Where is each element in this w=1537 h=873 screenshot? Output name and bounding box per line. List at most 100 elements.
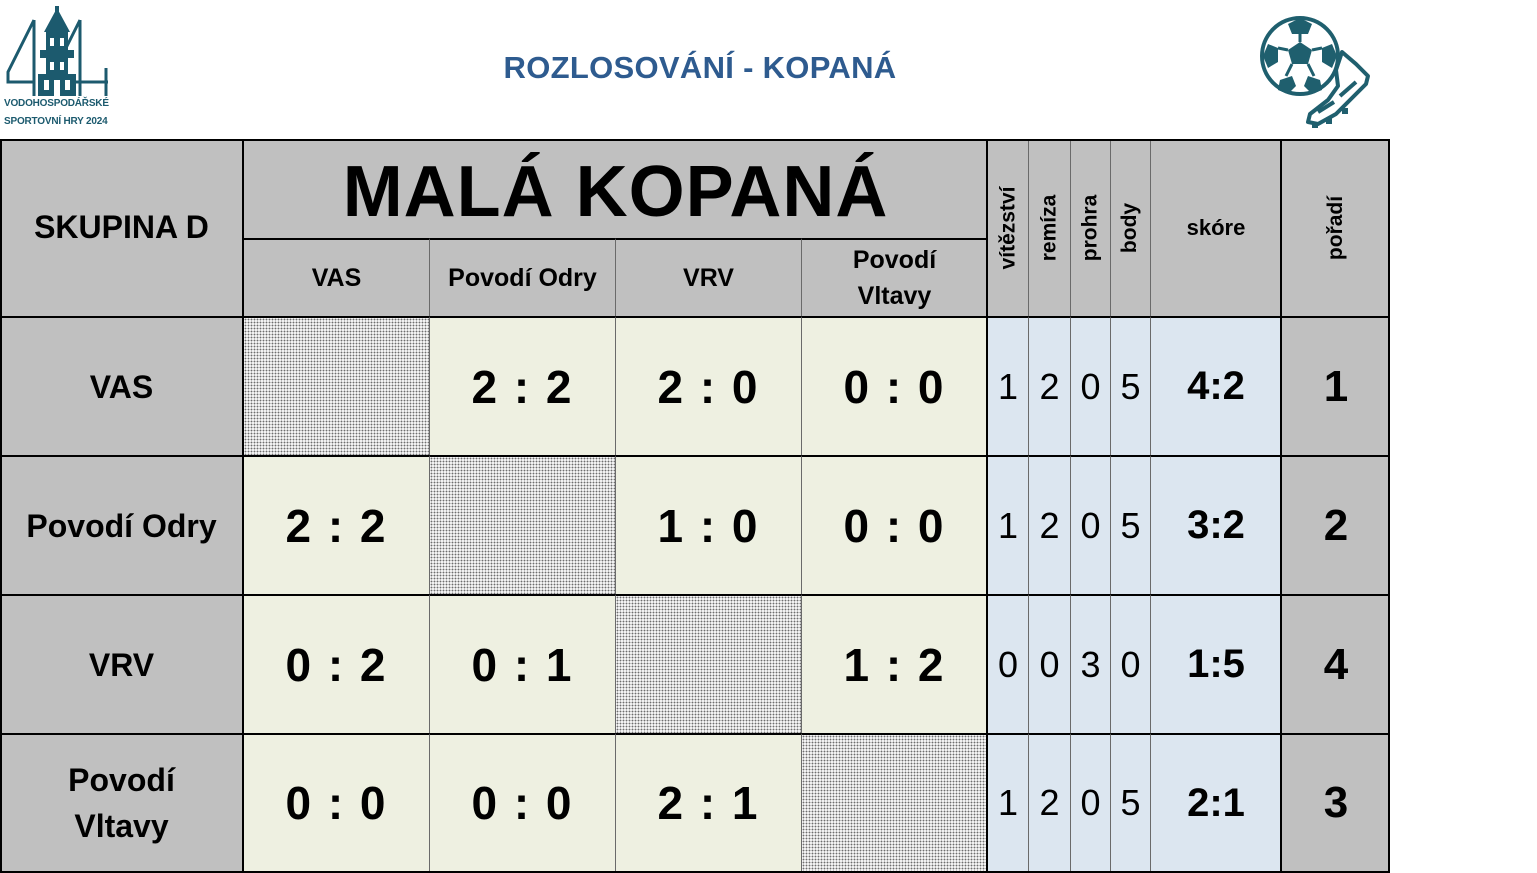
stat-losses: 0 [1070, 455, 1110, 594]
row-team-label: Povodí Odry [26, 503, 216, 549]
stat-points: 0 [1110, 594, 1150, 733]
football-boot-icon [1260, 16, 1370, 128]
stat-header-label: skóre [1186, 214, 1246, 240]
stat-value-wins: 1 [997, 504, 1019, 546]
stat-header-wrap: body [1111, 139, 1150, 316]
match-score: 0 : 0 [471, 777, 574, 829]
diagonal-empty-cell [243, 316, 429, 455]
stat-value-losses: 0 [1080, 504, 1101, 546]
stat-draws: 0 [1028, 594, 1070, 733]
stat-header-label: pořadí [1323, 195, 1347, 260]
stat-header-points: body [1110, 139, 1150, 316]
stat-value-rank: 1 [1323, 361, 1349, 411]
stat-rank: 1 [1281, 316, 1390, 455]
row-header-2: VRV [0, 594, 243, 733]
stat-draws: 2 [1028, 733, 1070, 871]
diagonal-empty-cell [429, 455, 615, 594]
row-team-label: Povodí Vltavy [68, 757, 175, 849]
diagonal-empty-cell [615, 594, 801, 733]
stat-rank: 3 [1281, 733, 1390, 871]
match-score: 2 : 2 [285, 499, 388, 552]
result-cell: 0 : 0 [801, 316, 987, 455]
stat-wins: 1 [987, 733, 1028, 871]
row-header-0: VAS [0, 316, 243, 455]
table-title: MALÁ KOPANÁ [342, 151, 889, 232]
stat-rank: 2 [1281, 455, 1390, 594]
stat-points: 5 [1110, 316, 1150, 455]
stat-points: 5 [1110, 455, 1150, 594]
column-header-1: Povodí Odry [429, 238, 615, 316]
stat-value-score: 2:1 [1187, 780, 1245, 825]
stat-wins: 0 [987, 594, 1028, 733]
stat-value-losses: 0 [1080, 782, 1101, 823]
stat-value-wins: 1 [997, 782, 1019, 823]
row-team-label-line: Vltavy [74, 808, 169, 844]
row-team-label-line: Povodí [68, 762, 175, 798]
stat-score: 2:1 [1150, 733, 1281, 871]
stat-header-wrap: prohra [1071, 139, 1110, 316]
section-divider [1280, 139, 1282, 871]
column-header-label-line: VRV [683, 264, 734, 292]
stat-value-wins: 1 [997, 365, 1019, 407]
result-cell: 0 : 0 [801, 455, 987, 594]
column-header-label: VRV [683, 260, 734, 296]
stat-wins: 1 [987, 316, 1028, 455]
section-divider [242, 139, 244, 871]
stat-value-rank: 3 [1323, 778, 1349, 827]
row-team-label-line: Povodí Odry [26, 507, 217, 544]
result-cell: 2 : 0 [615, 316, 801, 455]
stat-value-losses: 0 [1080, 365, 1101, 407]
column-header-3: Povodí Vltavy [801, 238, 987, 316]
stat-value-score: 1:5 [1187, 642, 1245, 686]
stat-value-points: 5 [1120, 782, 1141, 823]
column-header-label-line: Vltavy [857, 282, 932, 310]
stat-value-rank: 2 [1323, 500, 1349, 550]
column-header-label: Povodí Vltavy [853, 242, 936, 314]
stat-value-draws: 2 [1039, 365, 1060, 407]
stat-value-wins: 0 [997, 643, 1019, 685]
stat-value-score: 3:2 [1187, 503, 1245, 547]
stat-header-label: remíza [1037, 194, 1061, 261]
page-title: ROZLOSOVÁNÍ - KOPANÁ [503, 50, 897, 85]
match-score: 0 : 2 [285, 638, 388, 691]
result-cell: 0 : 1 [429, 594, 615, 733]
match-score: 2 : 1 [657, 777, 760, 829]
stat-score: 3:2 [1150, 455, 1281, 594]
stat-header-wrap: pořadí [1282, 139, 1390, 316]
match-score: 0 : 1 [471, 638, 574, 691]
stat-losses: 0 [1070, 733, 1110, 871]
stat-wins: 1 [987, 455, 1028, 594]
group-label: SKUPINA D [34, 209, 209, 245]
column-header-label: VAS [312, 260, 362, 296]
match-score: 0 : 0 [843, 499, 946, 552]
stat-value-points: 5 [1120, 504, 1141, 546]
row-team-label-line: VAS [89, 368, 154, 405]
stat-value-draws: 2 [1039, 504, 1060, 546]
stat-header-draws: remíza [1028, 139, 1070, 316]
stat-value-points: 5 [1120, 365, 1141, 407]
stat-value-losses: 3 [1080, 643, 1101, 685]
match-score: 1 : 0 [657, 499, 760, 552]
stat-header-rank: pořadí [1281, 139, 1390, 316]
stat-losses: 3 [1070, 594, 1110, 733]
stat-header-score: skóre [1150, 139, 1281, 316]
tower-logo-icon [6, 6, 108, 96]
stat-losses: 0 [1070, 316, 1110, 455]
result-cell: 1 : 0 [615, 455, 801, 594]
stat-value-score: 4:2 [1187, 364, 1245, 408]
logo-line-2: SPORTOVNÍ HRY 2024 [4, 116, 108, 127]
row-team-label-line: VRV [88, 646, 155, 683]
result-cell: 0 : 0 [429, 733, 615, 871]
stat-header-label: vítězství [996, 186, 1019, 269]
column-header-label-line: VAS [311, 264, 362, 292]
table-title-cell: MALÁ KOPANÁ [243, 139, 987, 238]
column-header-2: VRV [615, 238, 801, 316]
stat-header-wins: vítězství [987, 139, 1028, 316]
stat-points: 5 [1110, 733, 1150, 871]
result-cell: 0 : 2 [243, 594, 429, 733]
match-score: 0 : 0 [285, 777, 388, 829]
stat-score: 4:2 [1150, 316, 1281, 455]
logo-line-1: VODOHOSPODÁŘSKÉ [4, 98, 109, 109]
section-divider [986, 139, 988, 871]
diagonal-empty-cell [801, 733, 987, 871]
